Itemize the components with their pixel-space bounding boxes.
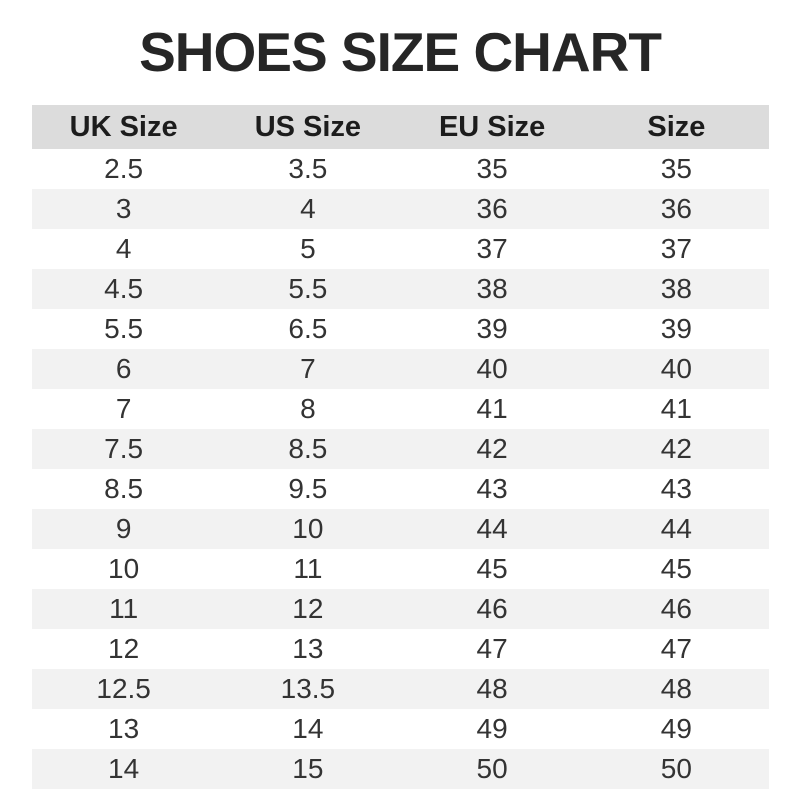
table-cell: 43 xyxy=(660,473,692,504)
table-cell: 45 xyxy=(660,553,692,584)
table-cell: 8.5 xyxy=(288,433,328,464)
table-row: 3 4 36 36 xyxy=(31,189,769,229)
table-cell: 39 xyxy=(476,313,508,344)
table-row: 14 15 50 50 xyxy=(31,749,769,789)
table-row: 11 12 46 46 xyxy=(31,589,769,629)
table-body: 2.5 3.5 35 35 3 4 36 36 4 5 37 37 4.5 5.5 38 38 5.5 6.5 39… xyxy=(31,149,769,789)
table-cell: 8.5 xyxy=(104,473,144,504)
table-cell: 12 xyxy=(292,593,324,624)
table-cell: 8 xyxy=(300,393,316,424)
table-cell: 41 xyxy=(660,393,692,424)
table-cell: 49 xyxy=(660,713,692,744)
table-cell: 13 xyxy=(108,713,140,744)
table-cell: 15 xyxy=(292,753,324,784)
table-cell: 39 xyxy=(660,313,692,344)
table-cell: 5 xyxy=(300,233,316,264)
column-header-eu-size: EU Size xyxy=(400,105,585,149)
table-cell: 42 xyxy=(660,433,692,464)
table-row: 12.5 13.5 48 48 xyxy=(31,669,769,709)
table-cell: 11 xyxy=(293,553,323,584)
table-cell: 50 xyxy=(476,753,508,784)
table-cell: 3 xyxy=(115,193,132,224)
table-cell: 37 xyxy=(660,233,692,264)
table-cell: 40 xyxy=(660,353,692,384)
table-cell: 6 xyxy=(115,353,132,384)
table-cell: 50 xyxy=(660,753,692,784)
table-row: 5.5 6.5 39 39 xyxy=(31,309,769,349)
table-cell: 46 xyxy=(660,593,692,624)
column-header-uk-size: UK Size xyxy=(31,105,216,149)
table-row: 8.5 9.5 43 43 xyxy=(31,469,769,509)
table-cell: 48 xyxy=(660,673,692,704)
table-row: 10 11 45 45 xyxy=(31,549,769,589)
table-cell: 11 xyxy=(109,593,139,624)
table-cell: 10 xyxy=(108,553,140,584)
table-cell: 13.5 xyxy=(280,673,336,704)
table-row: 7.5 8.5 42 42 xyxy=(31,429,769,469)
table-cell: 36 xyxy=(476,193,508,224)
column-header-us-size: US Size xyxy=(215,105,400,149)
table-row: 2.5 3.5 35 35 xyxy=(31,149,769,189)
table-cell: 46 xyxy=(476,593,508,624)
table-cell: 4.5 xyxy=(104,273,144,304)
table-cell: 35 xyxy=(660,153,692,184)
table-cell: 4 xyxy=(115,233,132,264)
table-row: 4.5 5.5 38 38 xyxy=(31,269,769,309)
table-cell: 37 xyxy=(476,233,508,264)
table-cell: 12 xyxy=(108,633,140,664)
table-header-row: UK Size US Size EU Size Size xyxy=(31,105,769,149)
table-cell: 38 xyxy=(660,273,692,304)
column-header-size: Size xyxy=(584,105,769,149)
table-row: 12 13 47 47 xyxy=(31,629,769,669)
table-cell: 4 xyxy=(300,193,316,224)
table-cell: 40 xyxy=(476,353,508,384)
table-cell: 49 xyxy=(476,713,508,744)
table-cell: 45 xyxy=(476,553,508,584)
table-cell: 2.5 xyxy=(104,153,144,184)
table-cell: 14 xyxy=(108,753,140,784)
table-cell: 5.5 xyxy=(104,313,144,344)
table-cell: 3.5 xyxy=(288,153,328,184)
table-cell: 44 xyxy=(660,513,692,544)
table-cell: 10 xyxy=(292,513,324,544)
table-row: 13 14 49 49 xyxy=(31,709,769,749)
table-cell: 7 xyxy=(115,393,132,424)
table-cell: 38 xyxy=(476,273,508,304)
table-row: 4 5 37 37 xyxy=(31,229,769,269)
table-row: 9 10 44 44 xyxy=(31,509,769,549)
table-cell: 43 xyxy=(476,473,508,504)
table-cell: 48 xyxy=(476,673,508,704)
table-cell: 36 xyxy=(660,193,692,224)
table-cell: 14 xyxy=(292,713,324,744)
page-title: SHOES SIZE CHART xyxy=(139,21,662,83)
table-row: 7 8 41 41 xyxy=(31,389,769,429)
table-cell: 35 xyxy=(476,153,508,184)
table-cell: 7.5 xyxy=(104,433,144,464)
table-row: 6 7 40 40 xyxy=(31,349,769,389)
table-cell: 6.5 xyxy=(288,313,328,344)
table-cell: 42 xyxy=(476,433,508,464)
table-header: UK Size US Size EU Size Size xyxy=(31,105,769,149)
table-cell: 7 xyxy=(300,353,316,384)
table-cell: 41 xyxy=(476,393,508,424)
table-cell: 5.5 xyxy=(288,273,328,304)
table-cell: 12.5 xyxy=(96,673,151,704)
table-cell: 13 xyxy=(292,633,324,664)
table-cell: 9.5 xyxy=(288,473,328,504)
table-cell: 47 xyxy=(476,633,508,664)
size-chart-table: UK Size US Size EU Size Size 2.5 3.5 35 35 3 4 36… xyxy=(31,105,769,789)
table-cell: 44 xyxy=(476,513,508,544)
table-cell: 47 xyxy=(660,633,692,664)
table-cell: 9 xyxy=(115,513,132,544)
